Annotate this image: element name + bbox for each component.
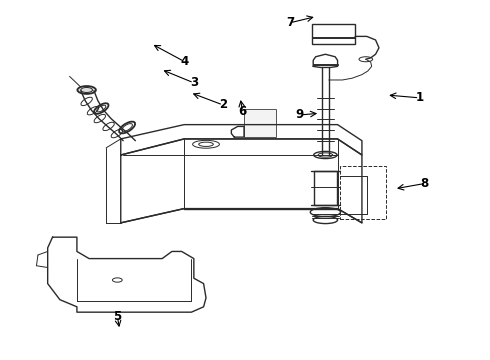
- Text: 5: 5: [113, 310, 122, 323]
- Bar: [340, 166, 386, 219]
- Bar: [314, 171, 337, 205]
- Text: 3: 3: [190, 76, 198, 89]
- Text: 7: 7: [286, 16, 294, 29]
- Text: 1: 1: [416, 91, 423, 104]
- Bar: [244, 109, 276, 137]
- Text: 6: 6: [239, 105, 246, 118]
- Text: 4: 4: [180, 55, 188, 68]
- Bar: [312, 23, 355, 44]
- Text: 8: 8: [420, 177, 428, 190]
- Ellipse shape: [77, 86, 96, 94]
- Text: 2: 2: [219, 99, 227, 112]
- Text: 9: 9: [295, 108, 304, 121]
